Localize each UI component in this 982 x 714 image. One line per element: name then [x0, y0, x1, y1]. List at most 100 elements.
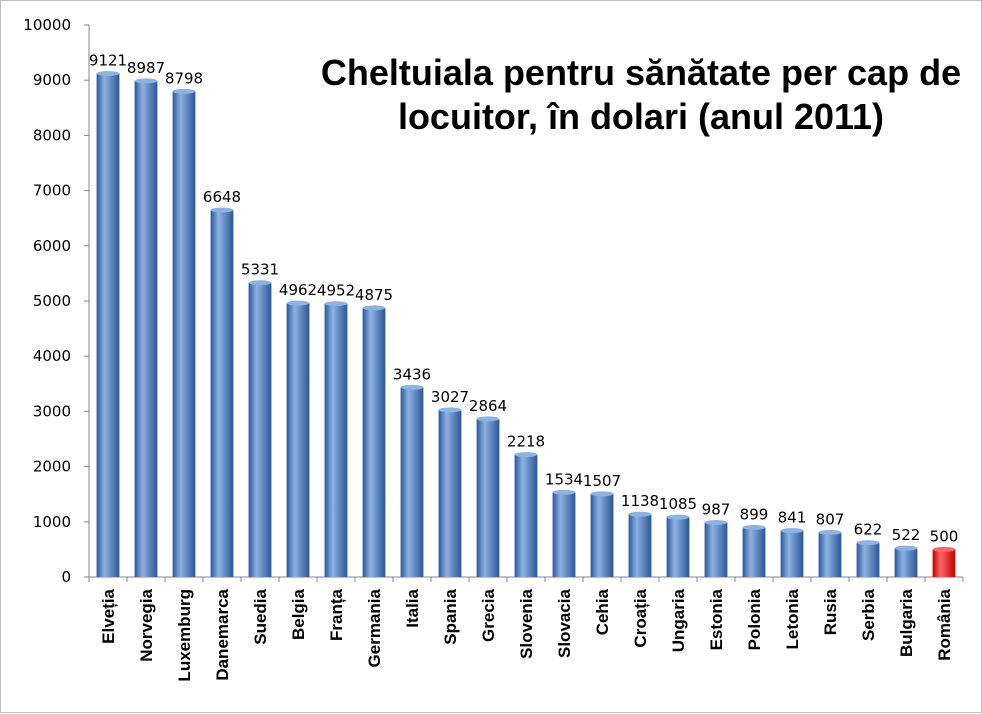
bar-croația	[628, 514, 652, 577]
data-label: 807	[816, 510, 845, 528]
y-tick-label: 3000	[33, 402, 71, 420]
bar-serbia	[856, 542, 880, 577]
data-label: 4962	[279, 281, 317, 299]
data-label: 6648	[203, 188, 241, 206]
bar-cap	[856, 540, 880, 546]
bar-germania	[362, 307, 386, 577]
x-tick-label: Belgia	[289, 588, 308, 640]
x-tick-label: Grecia	[479, 588, 498, 641]
bar-letonia	[780, 530, 804, 577]
x-tick-label: Croația	[631, 588, 650, 647]
bar-cap	[628, 511, 652, 517]
x-tick-label: Slovenia	[517, 588, 536, 658]
bar-cap	[932, 546, 956, 552]
data-label: 5331	[241, 261, 279, 279]
x-tick-label: Norvegia	[137, 588, 156, 661]
y-tick-label: 0	[61, 568, 71, 586]
x-tick-label: Serbia	[859, 588, 878, 641]
data-label: 4952	[317, 282, 355, 300]
bar-cap	[818, 529, 842, 535]
bar-cap	[742, 524, 766, 530]
data-label: 2218	[507, 433, 545, 451]
x-tick-label: Franța	[327, 588, 346, 641]
x-tick-label: Spania	[441, 588, 460, 644]
bar-slovacia	[552, 492, 576, 577]
data-label: 1507	[583, 472, 621, 490]
y-tick-label: 9000	[33, 71, 71, 89]
data-label: 841	[778, 509, 807, 527]
axes: 0 1000 2000 3000 4000 5000 6000 7000 8000 9000 100…	[23, 16, 964, 586]
chart-title: Cheltuiala pentru sănătate per cap de lo…	[320, 52, 962, 137]
bar-cap	[324, 301, 348, 307]
bar-spania	[438, 409, 462, 577]
bar-norvegia	[134, 80, 158, 577]
y-tick-label: 8000	[33, 126, 71, 144]
y-tick-label: 2000	[33, 458, 71, 476]
data-label: 3436	[393, 365, 431, 383]
x-tick-label: Estonia	[707, 588, 726, 650]
bar-cap	[172, 88, 196, 94]
data-label: 1085	[659, 495, 697, 513]
x-tick-label: România	[935, 588, 954, 660]
bar-slovenia	[514, 454, 538, 577]
bar-cap	[780, 528, 804, 534]
bar-italia	[400, 387, 424, 577]
x-tick-label: Bulgaria	[897, 588, 916, 657]
x-tick-label: Suedia	[251, 588, 270, 644]
bar-grecia	[476, 418, 500, 577]
bar-ungaria	[666, 517, 690, 577]
bar-cap	[666, 514, 690, 520]
bar-cap	[286, 300, 310, 306]
data-label: 899	[740, 505, 769, 523]
bar-danemarca	[210, 210, 234, 577]
bar-estonia	[704, 522, 728, 577]
data-label: 9121	[89, 52, 127, 70]
bar-franța	[324, 303, 348, 577]
x-tick-label: Ungaria	[669, 588, 688, 652]
y-tick-label: 7000	[33, 182, 71, 200]
bar-cap	[476, 416, 500, 422]
bar-polonia	[742, 527, 766, 577]
x-tick-label: Slovacia	[555, 588, 574, 658]
data-label: 622	[854, 521, 883, 539]
bar-cap	[400, 384, 424, 390]
bar-bulgaria	[894, 548, 918, 577]
y-tick-label: 6000	[33, 237, 71, 255]
bar-cap	[590, 491, 614, 497]
bar-cehia	[590, 493, 614, 577]
data-label: 8987	[127, 59, 165, 77]
y-tick-label: 4000	[33, 347, 71, 365]
bar-cap	[248, 280, 272, 286]
bar-luxemburg	[172, 91, 196, 577]
bar-cap	[210, 207, 234, 213]
category-labels: Elveția Norvegia Luxemburg Danemarca Suedia B…	[99, 588, 954, 681]
x-tick-label: Polonia	[745, 588, 764, 650]
x-tick-label: Italia	[403, 588, 422, 627]
x-tick-label: Danemarca	[213, 588, 232, 680]
data-label: 1534	[545, 470, 583, 488]
bar-cap	[514, 452, 538, 458]
data-label: 1138	[621, 492, 659, 510]
x-tick-label: Germania	[365, 588, 384, 667]
x-tick-label: Rusia	[821, 588, 840, 635]
y-tick-label: 5000	[33, 292, 71, 310]
x-tick-label: Cehia	[593, 588, 612, 635]
x-tick-label: Elveția	[99, 588, 118, 643]
bar-cap	[134, 78, 158, 84]
data-label: 4875	[355, 286, 393, 304]
data-label: 522	[892, 526, 921, 544]
bar-cap	[362, 305, 386, 311]
bars	[96, 71, 956, 577]
bar-cap	[704, 520, 728, 526]
bar-cap	[552, 489, 576, 495]
bar-cap	[438, 407, 462, 413]
bar-belgia	[286, 303, 310, 577]
data-label: 2864	[469, 397, 507, 415]
bar-elveția	[96, 73, 120, 577]
y-tick-label: 10000	[23, 16, 71, 34]
data-label: 500	[930, 527, 959, 545]
data-label: 8798	[165, 69, 203, 87]
